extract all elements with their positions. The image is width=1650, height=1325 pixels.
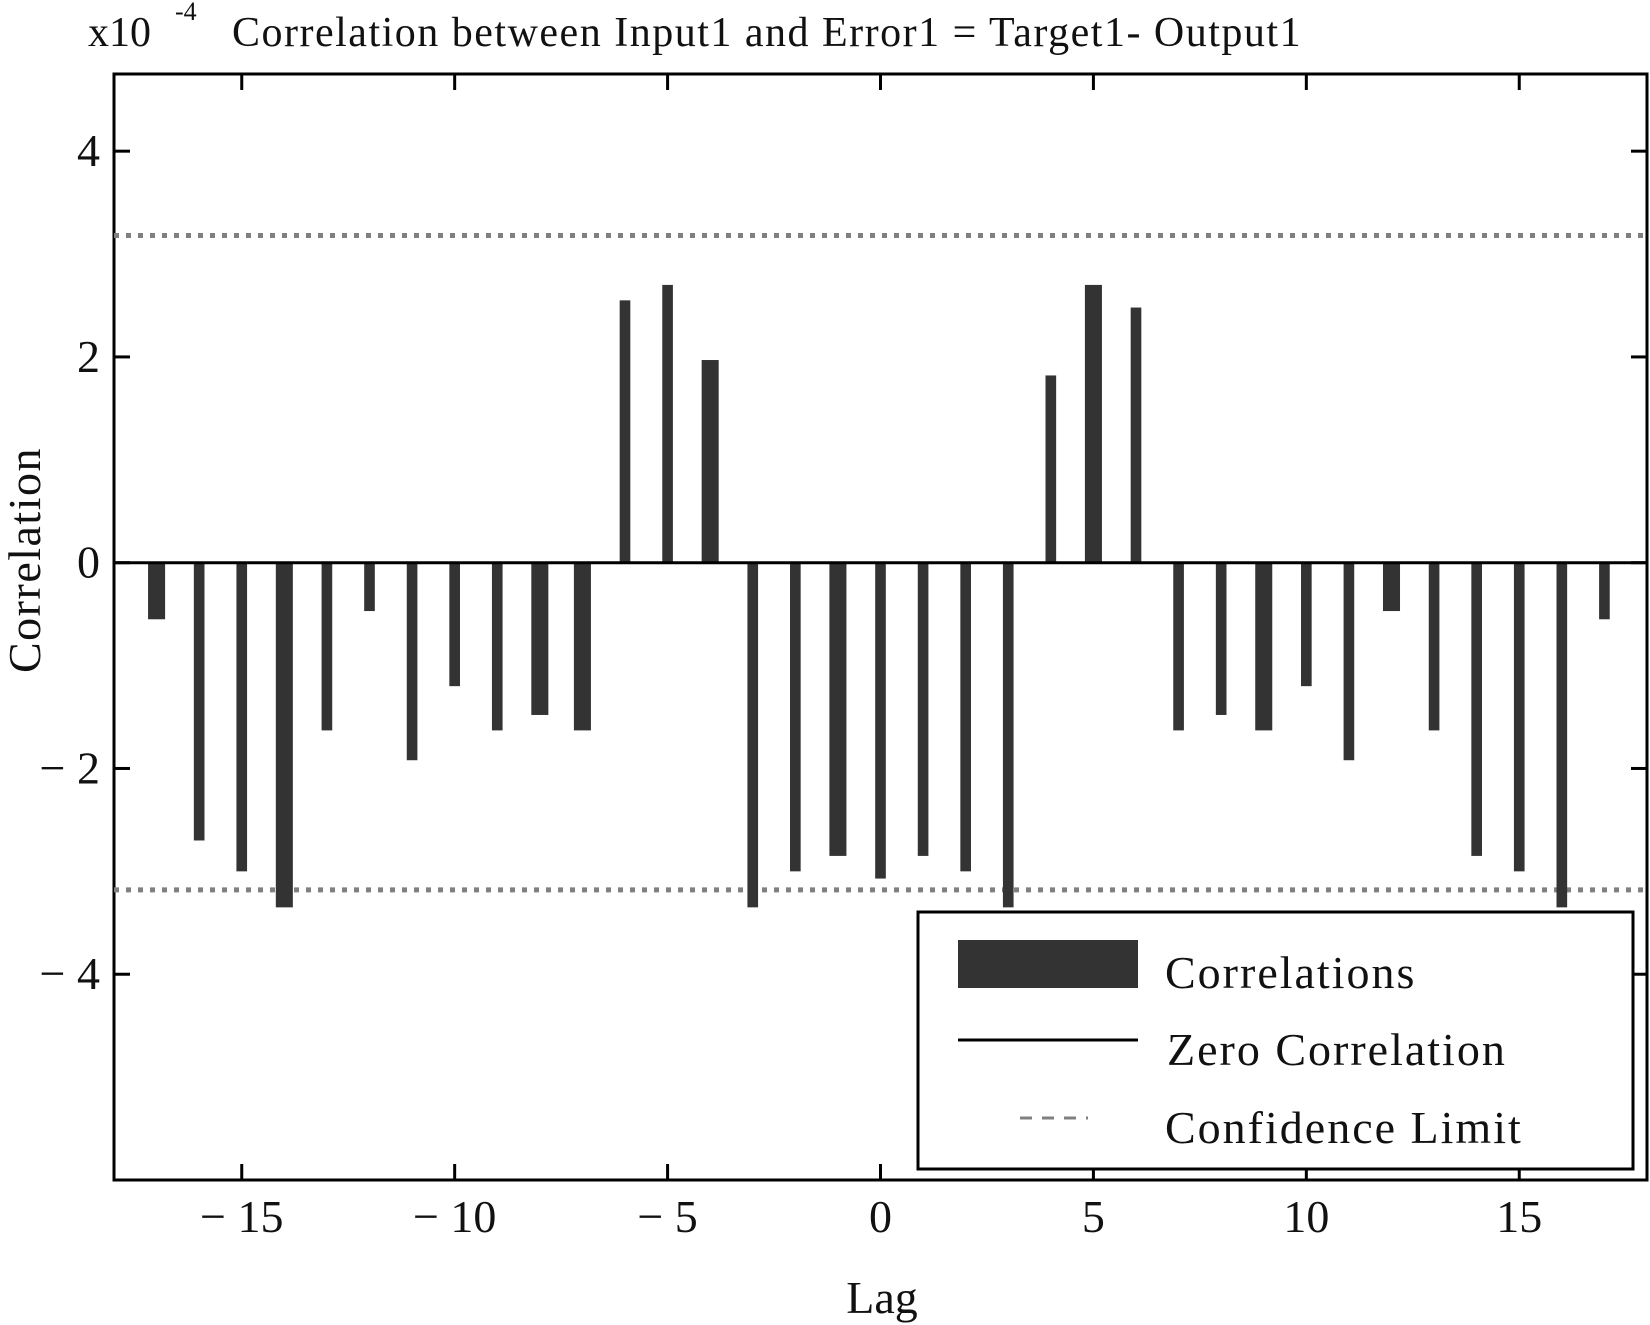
correlation-bars — [148, 284, 1610, 908]
legend-confidence-limit-label: Confidence Limit — [1165, 1102, 1523, 1153]
bar-lag--9 — [491, 562, 503, 731]
bar-lag-0 — [875, 562, 886, 879]
bar-lag-1 — [917, 562, 929, 856]
x-axis-label: Lag — [846, 1272, 918, 1323]
x-tick-label: − 5 — [637, 1191, 697, 1242]
bar-lag--5 — [662, 284, 673, 563]
x-tick-label: − 15 — [200, 1191, 283, 1242]
bar-lag--2 — [790, 562, 801, 872]
y-tick-label: 0 — [77, 537, 100, 588]
y-tick-label: 2 — [77, 331, 100, 382]
bar-lag--6 — [619, 300, 631, 563]
bar-lag-13 — [1428, 562, 1440, 731]
legend-correlations-swatch — [958, 940, 1138, 988]
bar-lag-11 — [1343, 562, 1355, 761]
bar-lag--11 — [406, 562, 418, 761]
y-scale-prefix: x10 — [88, 10, 151, 56]
bar-lag-2 — [960, 562, 971, 872]
bar-lag-6 — [1130, 307, 1142, 563]
bar-lag-8 — [1215, 562, 1227, 715]
bar-lag-3 — [1002, 562, 1014, 908]
x-tick-label: 15 — [1496, 1191, 1542, 1242]
chart-title: Correlation between Input1 and Error1 = … — [232, 10, 1302, 56]
y-scale-exponent: -4 — [175, 0, 197, 26]
y-tick-label: − 2 — [40, 742, 100, 793]
bar-lag-15 — [1513, 562, 1525, 872]
bar-lag--1 — [829, 562, 847, 856]
bar-lag--3 — [747, 562, 759, 908]
bar-lag-9 — [1255, 562, 1273, 731]
legend-zero-correlation-label: Zero Correlation — [1167, 1024, 1507, 1075]
y-tick-label: 4 — [77, 125, 100, 176]
bar-lag-10 — [1301, 562, 1312, 687]
legend-correlations-label: Correlations — [1165, 947, 1416, 998]
axis-ticks: − 15 − 10 − 5 0 5 10 15 − 4 − 2 0 2 4 — [40, 74, 1647, 1242]
bar-lag--7 — [573, 562, 591, 731]
chart-title-group: x10 -4 Correlation between Input1 and Er… — [88, 0, 1302, 56]
bar-lag--4 — [701, 360, 719, 563]
y-axis-label: Correlation — [0, 447, 50, 673]
legend: Correlations Zero Correlation Confidence… — [916, 910, 1635, 1171]
bar-lag--16 — [193, 562, 205, 841]
bar-lag-12 — [1382, 562, 1401, 612]
bar-lag--17 — [148, 562, 166, 620]
x-tick-label: 10 — [1283, 1191, 1329, 1242]
bar-lag-17 — [1599, 562, 1610, 620]
bar-lag--10 — [449, 562, 460, 687]
x-tick-label: 0 — [869, 1191, 892, 1242]
bar-lag--12 — [364, 562, 375, 612]
bar-lag-4 — [1045, 375, 1057, 563]
x-tick-label: 5 — [1082, 1191, 1105, 1242]
bar-lag--8 — [531, 562, 549, 715]
bar-lag-5 — [1084, 284, 1102, 563]
bar-lag-14 — [1471, 562, 1482, 856]
bar-lag--14 — [275, 562, 293, 908]
bar-lag--13 — [321, 562, 333, 731]
y-tick-label: − 4 — [40, 948, 100, 999]
bar-lag-7 — [1173, 562, 1184, 731]
bar-lag-16 — [1556, 562, 1568, 908]
x-tick-label: − 10 — [413, 1191, 496, 1242]
bar-lag--15 — [236, 562, 248, 872]
